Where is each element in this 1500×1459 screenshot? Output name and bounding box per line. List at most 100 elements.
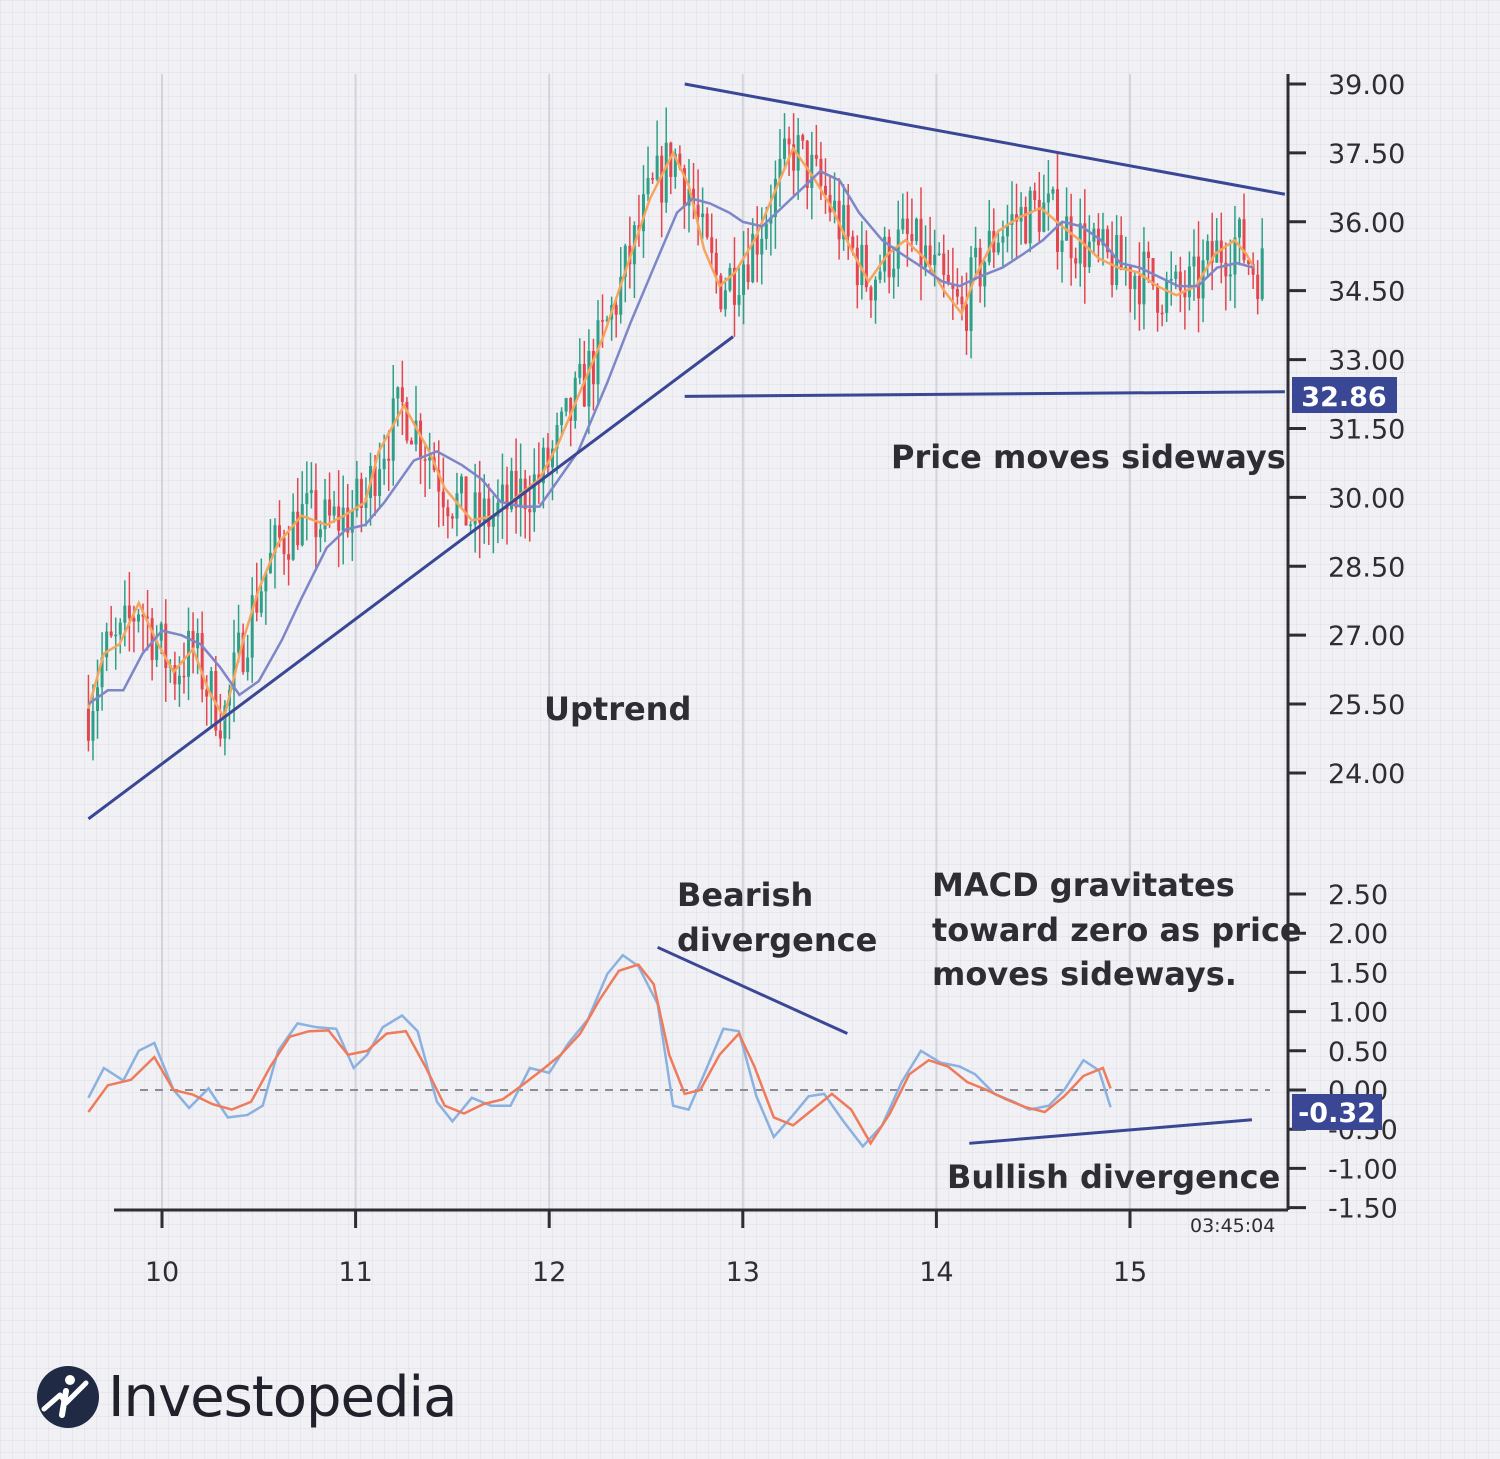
candle-up <box>237 632 241 653</box>
candle-up <box>1078 223 1082 264</box>
candle-down <box>1197 256 1201 299</box>
candle-down <box>960 296 964 305</box>
price-y-label-24.00: 24.00 <box>1328 759 1405 790</box>
candle-down <box>951 283 955 289</box>
moving-average-fast-line <box>87 145 1255 722</box>
candle-down <box>792 144 796 171</box>
annotation-macd-line1: MACD gravitates <box>932 866 1235 904</box>
candle-up <box>250 595 254 658</box>
macd-line <box>87 953 1112 1149</box>
candle-up <box>892 268 896 278</box>
candle-up <box>177 675 181 685</box>
candle-down <box>164 623 168 668</box>
annotation-bearish-line1: Bearish <box>677 876 813 914</box>
brand: Investopedia <box>36 1362 457 1432</box>
candle-up <box>309 490 313 494</box>
candle-up <box>350 510 354 533</box>
candle-up <box>1237 219 1241 238</box>
candle-down <box>296 511 300 546</box>
candle-up <box>323 499 327 530</box>
candle-up <box>1228 274 1232 277</box>
price-y-label-39.00: 39.00 <box>1328 70 1405 101</box>
candle-up <box>469 524 473 527</box>
candle-up <box>455 493 459 519</box>
candlestick-series <box>86 107 1264 761</box>
candle-up <box>500 484 504 503</box>
candle-up <box>532 474 536 513</box>
price-y-label-37.50: 37.50 <box>1328 139 1405 170</box>
candle-up <box>209 670 213 697</box>
annotation-macd-line3: moves sideways. <box>932 955 1237 993</box>
candle-up <box>155 640 159 660</box>
candle-down <box>150 618 154 660</box>
candle-up <box>196 633 200 649</box>
candle-down <box>651 178 655 180</box>
candle-up <box>246 657 250 673</box>
annotation-macd-line2: toward zero as price <box>932 911 1302 949</box>
candle-up <box>510 470 514 510</box>
macd-y-label--1.00: -1.00 <box>1328 1154 1398 1185</box>
candle-up <box>118 622 122 635</box>
candle-up <box>833 200 837 213</box>
candle-up <box>459 476 463 494</box>
candle-up <box>1046 193 1050 203</box>
candle-down <box>823 185 827 195</box>
price-y-label-27.00: 27.00 <box>1328 621 1405 652</box>
candle-up <box>769 216 773 224</box>
candle-down <box>1069 216 1073 259</box>
candle-up <box>482 498 486 523</box>
candle-up <box>332 506 336 516</box>
candle-up <box>778 158 782 179</box>
bearish-divergence-line <box>656 945 848 1035</box>
price-trendline-0 <box>87 335 735 821</box>
macd-badge-label: -0.32 <box>1298 1098 1376 1129</box>
macd-y-label-1.00: 1.00 <box>1328 998 1388 1029</box>
candle-up <box>728 267 732 291</box>
x-tick-label-15: 15 <box>1113 1257 1147 1288</box>
candle-up <box>901 218 905 230</box>
candle-down <box>1055 189 1059 252</box>
candle-up <box>860 244 864 286</box>
candle-up <box>883 236 887 272</box>
price-y-label-31.50: 31.50 <box>1328 414 1405 445</box>
candle-up <box>136 614 140 622</box>
candle-up <box>664 142 668 203</box>
candle-down <box>1256 274 1260 300</box>
candle-down <box>505 484 509 510</box>
candle-down <box>591 351 595 385</box>
price-y-label-30.00: 30.00 <box>1328 483 1405 514</box>
macd-y-label-2.00: 2.00 <box>1328 919 1388 950</box>
candle-down <box>1156 285 1160 313</box>
candle-up <box>91 711 95 741</box>
candle-up <box>655 155 659 180</box>
candle-down <box>405 402 409 441</box>
x-tick-label-11: 11 <box>338 1257 372 1288</box>
candle-up <box>1169 278 1173 281</box>
annotation-sideways: Price moves sideways <box>891 438 1286 476</box>
candle-up <box>619 276 623 315</box>
candle-up <box>1010 214 1014 225</box>
candle-down <box>419 420 423 460</box>
candle-up <box>378 469 382 496</box>
x-tick-label-13: 13 <box>726 1257 760 1288</box>
candle-down <box>601 320 605 322</box>
candle-up <box>555 425 559 449</box>
bullish-divergence-line <box>969 1118 1253 1145</box>
x-tick-label-10: 10 <box>145 1257 179 1288</box>
annotation-bearish-line2: divergence <box>677 921 877 959</box>
candle-down <box>714 252 718 276</box>
candle-down <box>869 287 873 301</box>
candle-up <box>723 290 727 310</box>
candle-down <box>910 234 914 242</box>
candle-down <box>1128 266 1132 290</box>
x-axis-ticks: 10 11 12 13 14 15 <box>145 1210 1147 1288</box>
candle-down <box>660 155 664 203</box>
macd-trendlines <box>656 945 1253 1145</box>
candle-up <box>123 605 127 623</box>
candle-up <box>496 502 500 517</box>
candle-down <box>864 244 868 288</box>
macd-y-label--1.50: -1.50 <box>1328 1194 1398 1225</box>
candle-up <box>264 573 268 592</box>
candle-up <box>673 153 677 177</box>
candle-up <box>796 135 800 171</box>
